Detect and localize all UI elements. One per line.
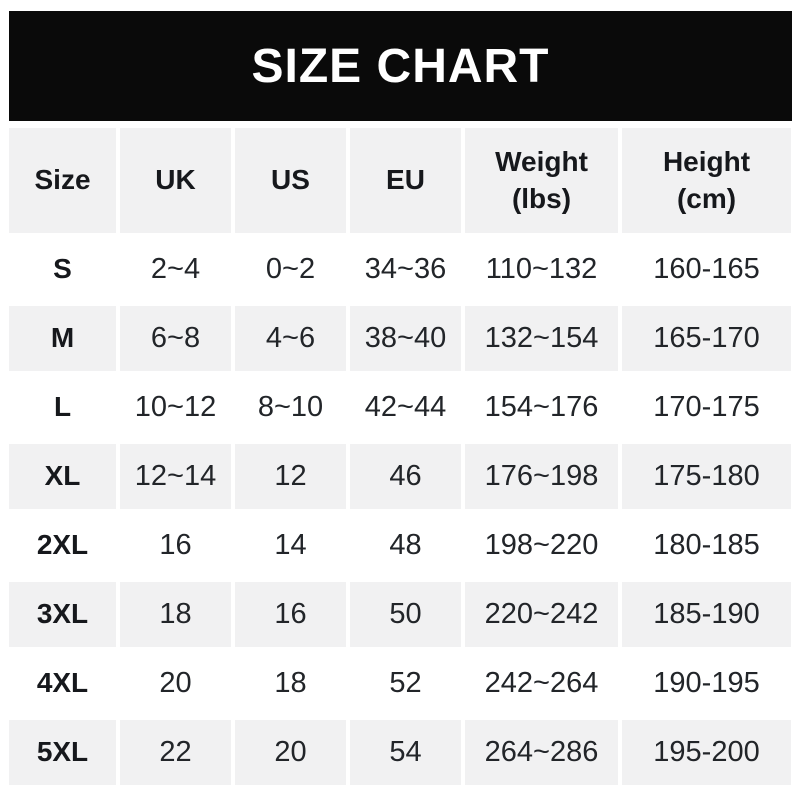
us-cell: 4~6 bbox=[235, 306, 346, 371]
eu-cell: 48 bbox=[350, 513, 461, 578]
us-cell: 14 bbox=[235, 513, 346, 578]
us-cell: 16 bbox=[235, 582, 346, 647]
height-cell: 170-175 bbox=[622, 375, 791, 440]
uk-cell: 16 bbox=[120, 513, 231, 578]
column-header-us: US bbox=[235, 128, 346, 233]
eu-cell: 42~44 bbox=[350, 375, 461, 440]
weight-cell: 198~220 bbox=[465, 513, 618, 578]
us-cell: 18 bbox=[235, 651, 346, 716]
column-header-weight: Weight (lbs) bbox=[465, 128, 618, 233]
height-cell: 160-165 bbox=[622, 237, 791, 302]
us-cell: 12 bbox=[235, 444, 346, 509]
weight-cell: 132~154 bbox=[465, 306, 618, 371]
size-cell: L bbox=[9, 375, 116, 440]
column-header-height: Height (cm) bbox=[622, 128, 791, 233]
column-header-eu: EU bbox=[350, 128, 461, 233]
size-cell: S bbox=[9, 237, 116, 302]
column-header-label: US bbox=[271, 164, 310, 196]
eu-cell: 46 bbox=[350, 444, 461, 509]
eu-cell: 38~40 bbox=[350, 306, 461, 371]
column-header-size: Size bbox=[9, 128, 116, 233]
weight-cell: 264~286 bbox=[465, 720, 618, 785]
column-header-label: Height bbox=[662, 146, 751, 178]
size-cell: XL bbox=[9, 444, 116, 509]
column-header-label: Weight bbox=[495, 146, 588, 178]
size-cell: 3XL bbox=[9, 582, 116, 647]
us-cell: 20 bbox=[235, 720, 346, 785]
column-header-unit: (cm) bbox=[676, 182, 737, 214]
height-cell: 195-200 bbox=[622, 720, 791, 785]
uk-cell: 18 bbox=[120, 582, 231, 647]
column-header-unit: (lbs) bbox=[511, 182, 572, 214]
uk-cell: 2~4 bbox=[120, 237, 231, 302]
size-cell: 2XL bbox=[9, 513, 116, 578]
height-cell: 180-185 bbox=[622, 513, 791, 578]
uk-cell: 22 bbox=[120, 720, 231, 785]
column-header-uk: UK bbox=[120, 128, 231, 233]
size-cell: 5XL bbox=[9, 720, 116, 785]
column-header-label: EU bbox=[386, 164, 425, 196]
eu-cell: 50 bbox=[350, 582, 461, 647]
us-cell: 0~2 bbox=[235, 237, 346, 302]
weight-cell: 220~242 bbox=[465, 582, 618, 647]
column-header-label: UK bbox=[155, 164, 196, 196]
uk-cell: 6~8 bbox=[120, 306, 231, 371]
weight-cell: 110~132 bbox=[465, 237, 618, 302]
uk-cell: 10~12 bbox=[120, 375, 231, 440]
size-cell: 4XL bbox=[9, 651, 116, 716]
eu-cell: 34~36 bbox=[350, 237, 461, 302]
uk-cell: 20 bbox=[120, 651, 231, 716]
page-title: SIZE CHART bbox=[251, 39, 550, 93]
eu-cell: 52 bbox=[350, 651, 461, 716]
eu-cell: 54 bbox=[350, 720, 461, 785]
size-cell: M bbox=[9, 306, 116, 371]
height-cell: 185-190 bbox=[622, 582, 791, 647]
size-chart-table: Size UK US EU Weight (lbs) Height (cm) S… bbox=[9, 128, 791, 785]
weight-cell: 242~264 bbox=[465, 651, 618, 716]
column-header-label: Size bbox=[34, 164, 91, 196]
weight-cell: 176~198 bbox=[465, 444, 618, 509]
height-cell: 175-180 bbox=[622, 444, 791, 509]
us-cell: 8~10 bbox=[235, 375, 346, 440]
height-cell: 165-170 bbox=[622, 306, 791, 371]
weight-cell: 154~176 bbox=[465, 375, 618, 440]
size-chart-banner: SIZE CHART bbox=[9, 11, 792, 121]
height-cell: 190-195 bbox=[622, 651, 791, 716]
uk-cell: 12~14 bbox=[120, 444, 231, 509]
